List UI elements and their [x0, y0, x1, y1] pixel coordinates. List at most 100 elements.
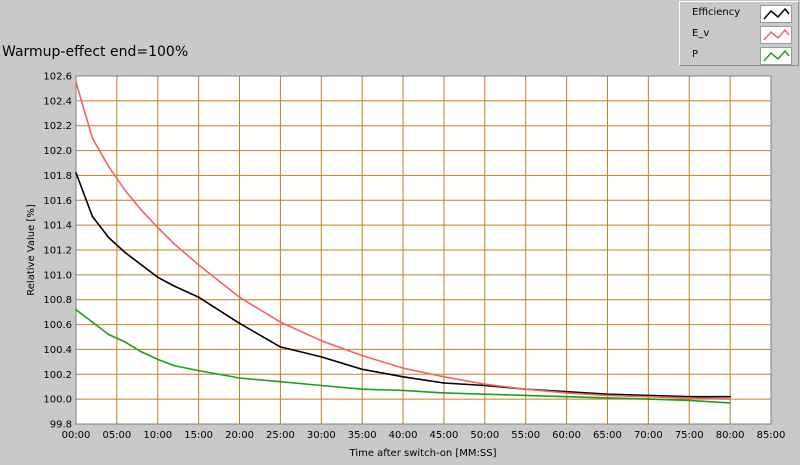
- data-point: [320, 356, 323, 358]
- x-tick-label: 35:00: [348, 430, 377, 441]
- y-tick-label: 100.6: [43, 320, 72, 331]
- data-point: [124, 189, 126, 192]
- data-point: [484, 393, 486, 395]
- y-tick-label: 102.6: [43, 72, 72, 83]
- y-tick-label: 101.6: [43, 196, 72, 207]
- series-lines: [75, 81, 731, 404]
- y-tick-label: 100.4: [43, 345, 72, 356]
- x-tick-label: 30:00: [307, 430, 336, 441]
- data-point: [238, 296, 241, 299]
- data-point: [729, 398, 731, 400]
- grid-lines: [75, 75, 772, 425]
- x-tick-label: 60:00: [552, 430, 581, 441]
- data-point: [443, 392, 445, 394]
- data-point: [124, 251, 126, 254]
- data-point: [197, 264, 200, 266]
- data-point: [606, 394, 609, 397]
- data-point: [91, 137, 94, 139]
- data-point: [173, 242, 175, 245]
- x-tick-label: 70:00: [634, 430, 663, 441]
- y-tick-label: 100.0: [43, 395, 72, 406]
- data-point: [107, 236, 110, 239]
- y-tick-label: 101.2: [43, 246, 72, 257]
- legend-label-efficiency: Efficiency: [692, 7, 741, 18]
- x-axis-label: Time after switch-on [MM:SS]: [349, 448, 497, 459]
- x-tick-label: 00:00: [62, 430, 91, 441]
- x-tick-label: 55:00: [511, 430, 540, 441]
- legend-swatch-p: [760, 47, 792, 65]
- y-tick-labels: 99.8 100.0 100.2 100.4 100.6 100.8 101.0 101.2 1…: [43, 72, 72, 431]
- data-point: [279, 321, 282, 323]
- x-tick-label: 40:00: [389, 430, 418, 441]
- data-point: [688, 397, 691, 399]
- data-point: [91, 321, 94, 323]
- y-tick-label: 99.8: [50, 420, 72, 431]
- data-point: [688, 395, 691, 398]
- legend-swatch-efficiency: [760, 5, 792, 23]
- data-point: [320, 339, 323, 342]
- y-tick-label: 100.2: [43, 370, 72, 381]
- data-point: [156, 226, 159, 229]
- data-point: [484, 384, 486, 387]
- legend-line-p: [763, 49, 790, 62]
- data-point: [238, 377, 241, 379]
- legend-entry-efficiency: Efficiency: [680, 3, 798, 23]
- x-tick-label: 80:00: [716, 430, 745, 441]
- y-tick-label: 101.4: [43, 221, 72, 232]
- y-tick-label: 102.0: [43, 146, 72, 157]
- x-tick-label: 65:00: [593, 430, 622, 441]
- data-point: [107, 333, 110, 336]
- data-point: [279, 346, 282, 348]
- data-point: [402, 389, 404, 392]
- legend-label-ev: E_v: [692, 28, 710, 39]
- y-tick-label: 101.0: [43, 270, 72, 281]
- data-point: [173, 285, 175, 287]
- legend-label-p: P: [692, 49, 699, 60]
- data-point: [361, 388, 363, 391]
- data-point: [140, 351, 143, 353]
- legend-line-ev: [763, 28, 790, 41]
- plot-border: [75, 75, 772, 425]
- y-tick-label: 102.4: [43, 96, 72, 107]
- y-tick-label: 102.2: [43, 121, 72, 132]
- data-point: [279, 380, 282, 383]
- data-point: [91, 215, 94, 218]
- data-point: [565, 392, 568, 394]
- data-point: [688, 399, 691, 402]
- data-point: [197, 369, 200, 372]
- data-point: [729, 402, 731, 404]
- x-tick-label: 10:00: [143, 430, 172, 441]
- data-point: [361, 368, 363, 371]
- data-point: [75, 81, 77, 84]
- y-axis-label: Relative Value [%]: [26, 204, 37, 296]
- data-point: [565, 395, 568, 398]
- data-point: [140, 264, 143, 266]
- x-tick-label: 45:00: [430, 430, 459, 441]
- x-tick-label: 50:00: [470, 430, 499, 441]
- data-point: [361, 354, 363, 357]
- data-point: [75, 308, 77, 311]
- data-point: [75, 172, 77, 174]
- data-point: [443, 382, 445, 384]
- y-tick-label: 100.8: [43, 295, 72, 306]
- y-tick-label: 101.8: [43, 171, 72, 182]
- data-point: [173, 364, 175, 367]
- x-tick-label: 85:00: [757, 430, 786, 441]
- legend-line-efficiency: [763, 7, 790, 20]
- x-tick-label: 25:00: [266, 430, 295, 441]
- data-point: [729, 395, 731, 398]
- data-point: [647, 394, 650, 397]
- data-point: [107, 165, 110, 168]
- data-point: [647, 398, 650, 400]
- x-tick-label: 75:00: [675, 430, 704, 441]
- legend: Efficiency E_v P: [679, 1, 799, 66]
- legend-entry-p: P: [680, 45, 798, 65]
- legend-entry-ev: E_v: [680, 24, 798, 44]
- x-tick-label: 20:00: [225, 430, 254, 441]
- data-point: [402, 367, 404, 369]
- data-point: [606, 393, 609, 395]
- data-point: [647, 395, 650, 398]
- data-point: [156, 276, 159, 279]
